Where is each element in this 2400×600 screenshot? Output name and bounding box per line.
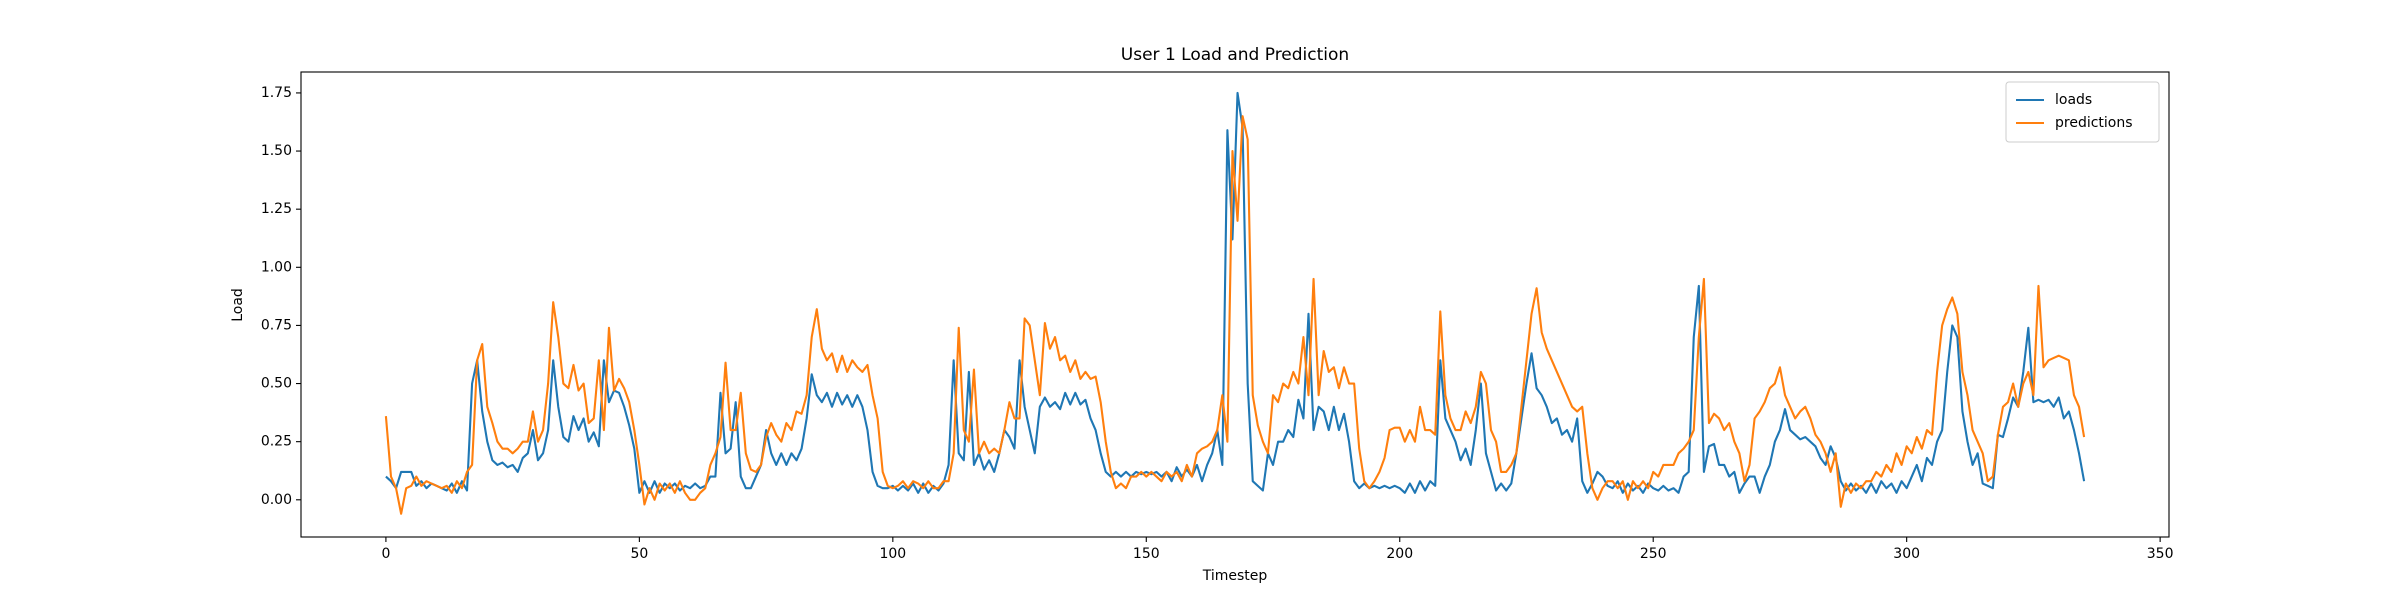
x-tick-label: 50 — [630, 546, 648, 562]
x-tick-label: 250 — [1640, 546, 1667, 562]
chart-title: User 1 Load and Prediction — [1121, 45, 1349, 65]
x-tick-label: 300 — [1893, 546, 1920, 562]
y-tick-label: 0.00 — [261, 492, 292, 508]
legend-label: loads — [2055, 92, 2092, 108]
y-tick-label: 0.25 — [261, 434, 292, 450]
x-tick-label: 150 — [1133, 546, 1160, 562]
series-line — [385, 91, 2086, 494]
plot-frame — [300, 71, 2170, 538]
x-tick-label: 200 — [1386, 546, 1413, 562]
y-tick-label: 1.50 — [261, 143, 292, 159]
y-axis-label: Load — [230, 288, 246, 322]
y-tick-label: 0.50 — [261, 376, 292, 392]
y-tick-label: 1.75 — [261, 85, 292, 101]
y-tick-label: 1.25 — [261, 201, 292, 217]
legend-label: predictions — [2055, 115, 2133, 131]
legend-box — [2005, 81, 2160, 143]
y-tick-label: 1.00 — [261, 259, 292, 275]
x-tick-label: 350 — [2147, 546, 2174, 562]
x-tick-label: 100 — [879, 546, 906, 562]
y-tick-label: 0.75 — [261, 317, 292, 333]
series-line — [384, 115, 2086, 515]
x-axis-label: Timestep — [1202, 568, 1268, 584]
x-tick-label: 0 — [381, 546, 390, 562]
